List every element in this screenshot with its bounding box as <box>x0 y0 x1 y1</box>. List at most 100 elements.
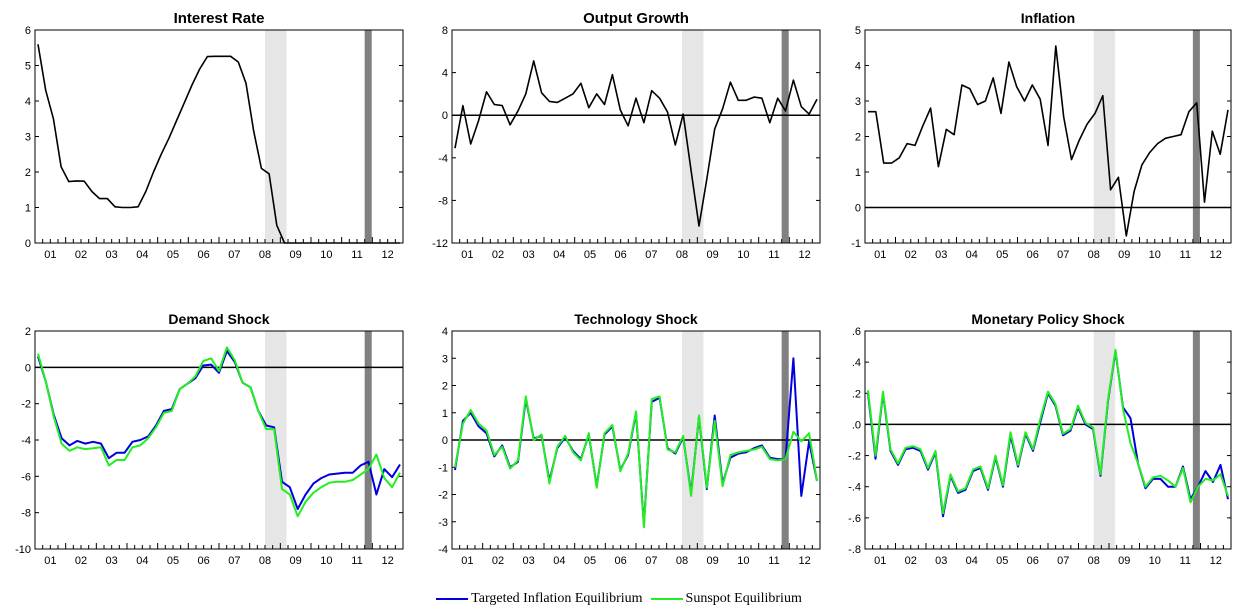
y-tick-label: -4 <box>438 153 448 165</box>
x-tick-label: 07 <box>1057 555 1069 567</box>
y-tick-label: -2 <box>438 490 448 502</box>
x-tick-label: 04 <box>966 249 978 261</box>
series-line-sunspot <box>37 346 401 518</box>
series-line-sunspot <box>454 395 818 529</box>
y-tick-label: 2 <box>25 167 31 179</box>
y-tick-label: .4 <box>852 357 861 369</box>
x-tick-label: 05 <box>996 555 1008 567</box>
x-tick-label: 08 <box>1088 249 1100 261</box>
x-tick-label: 01 <box>461 555 473 567</box>
x-tick-label: 01 <box>44 555 56 567</box>
x-tick-label: 06 <box>198 249 210 261</box>
y-tick-label: 0 <box>855 203 861 215</box>
x-tick-label: 04 <box>553 555 565 567</box>
x-tick-label: 08 <box>676 249 688 261</box>
chart-title: Demand Shock <box>168 311 269 327</box>
x-tick-label: 05 <box>167 249 179 261</box>
x-tick-label: 01 <box>44 249 56 261</box>
y-tick-label: 4 <box>442 68 448 80</box>
x-tick-label: 09 <box>290 249 302 261</box>
y-tick-label: -.4 <box>848 482 861 494</box>
legend-label-targeted: Targeted Inflation Equilibrium <box>471 591 643 606</box>
y-tick-label: -1 <box>851 238 861 250</box>
y-tick-label: 6 <box>25 25 31 37</box>
x-tick-label: 08 <box>259 555 271 567</box>
y-tick-label: -12 <box>432 238 448 250</box>
recession-band-dark <box>781 30 789 243</box>
series-line <box>868 45 1229 237</box>
x-tick-label: 11 <box>1180 249 1191 261</box>
x-tick-label: 09 <box>1118 249 1130 261</box>
x-tick-label: 10 <box>737 249 749 261</box>
y-tick-label: -.6 <box>848 513 861 525</box>
x-tick-label: 04 <box>553 249 565 261</box>
x-tick-label: 02 <box>492 555 504 567</box>
x-tick-label: 06 <box>1027 249 1039 261</box>
y-tick-label: 0 <box>442 110 448 122</box>
y-tick-label: 1 <box>855 167 861 179</box>
series-line-targeted <box>454 357 818 526</box>
plot-frame <box>864 330 1232 550</box>
x-tick-label: 10 <box>1149 249 1161 261</box>
x-tick-label: 04 <box>966 555 978 567</box>
x-tick-label: 09 <box>1118 555 1130 567</box>
series-line-targeted <box>37 350 401 510</box>
y-tick-label: -4 <box>438 544 448 556</box>
y-tick-label: 2 <box>855 132 861 144</box>
y-tick-label: 5 <box>25 61 31 73</box>
y-tick-label: 0 <box>25 238 31 250</box>
x-tick-label: 10 <box>320 555 332 567</box>
legend-item-sunspot: Sunspot Equilibrium <box>650 591 802 607</box>
y-tick-label: .2 <box>852 388 861 400</box>
x-tick-label: 01 <box>874 249 886 261</box>
x-tick-label: 09 <box>290 555 302 567</box>
x-tick-label: 03 <box>523 555 535 567</box>
y-tick-label: 3 <box>855 96 861 108</box>
legend: Targeted Inflation Equilibrium Sunspot E… <box>0 588 1238 610</box>
y-tick-label: -6 <box>21 471 31 483</box>
y-tick-label: -10 <box>15 544 31 556</box>
y-tick-label: 1 <box>442 408 448 420</box>
x-tick-label: 11 <box>768 555 779 567</box>
y-tick-label: -.8 <box>848 544 861 556</box>
x-tick-label: 06 <box>615 249 627 261</box>
x-tick-label: 08 <box>259 249 271 261</box>
x-tick-label: 11 <box>1180 555 1191 567</box>
y-tick-label: 3 <box>442 353 448 365</box>
y-tick-label: .0 <box>852 419 861 431</box>
y-tick-label: -2 <box>21 399 31 411</box>
x-tick-label: 11 <box>351 249 362 261</box>
x-tick-label: 03 <box>935 555 947 567</box>
legend-swatch-sunspot <box>650 598 683 600</box>
x-tick-label: 09 <box>707 249 719 261</box>
recession-band-light <box>1093 30 1116 243</box>
x-tick-label: 07 <box>1057 249 1069 261</box>
chart-panel-6: -.8 -.6 -.4 -.2 .0 .2 .4 .6 01 02 03 04 05 06 07 08 09 10… <box>848 311 1232 567</box>
series-line <box>37 44 400 244</box>
plot-frame <box>451 29 821 244</box>
chart-title: Interest Rate <box>174 10 265 27</box>
series-line-sunspot <box>867 348 1229 515</box>
x-tick-label: 02 <box>492 249 504 261</box>
chart-title: Technology Shock <box>574 311 698 327</box>
x-tick-label: 05 <box>996 249 1008 261</box>
plot-frame <box>34 29 404 244</box>
y-tick-label: -.2 <box>848 451 861 463</box>
x-tick-label: 01 <box>874 555 886 567</box>
x-tick-label: 07 <box>228 249 240 261</box>
y-tick-label: 3 <box>25 132 31 144</box>
y-tick-label: 4 <box>442 326 448 338</box>
legend-swatch-targeted <box>436 598 469 600</box>
recession-band-light <box>682 30 704 243</box>
x-tick-label: 06 <box>198 555 210 567</box>
x-tick-label: 08 <box>676 555 688 567</box>
y-tick-label: 4 <box>25 96 31 108</box>
x-tick-label: 07 <box>228 555 240 567</box>
x-tick-label: 02 <box>905 249 917 261</box>
x-tick-label: 03 <box>523 249 535 261</box>
series-line <box>454 60 818 227</box>
